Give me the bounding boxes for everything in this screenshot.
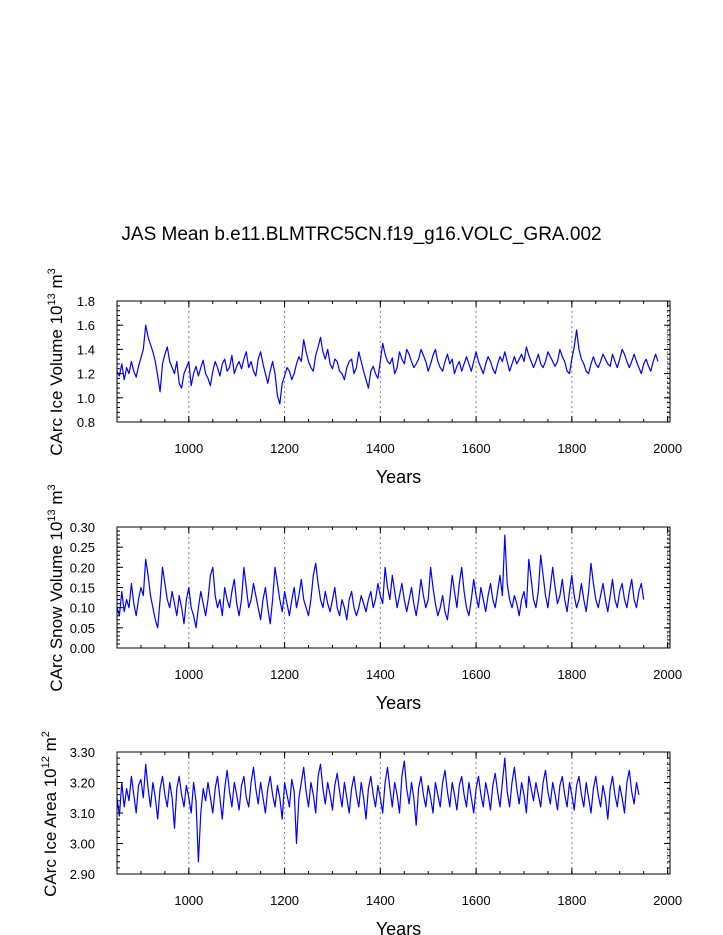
x-tick-label: 1600	[462, 893, 491, 908]
x-tick-label: 1800	[557, 441, 586, 456]
x-tick-label: 1600	[462, 441, 491, 456]
x-tick-label: 1800	[557, 893, 586, 908]
y-axis-title-part: CArc Snow Volume 10	[47, 522, 66, 692]
x-tick-label: 1400	[366, 893, 395, 908]
y-axis-title-part: m	[47, 274, 66, 293]
x-axis-title: Years	[376, 467, 421, 487]
y-axis-title-part: 13	[46, 293, 58, 305]
series-line-3	[116, 757, 640, 863]
x-tick-label: 1400	[366, 667, 395, 682]
x-tick-label: 1200	[270, 893, 299, 908]
y-axis-title-part: m	[47, 490, 66, 509]
y-tick-label: 1.8	[77, 294, 95, 309]
y-tick-label: 0.8	[77, 415, 95, 430]
x-tick-label: 1200	[270, 667, 299, 682]
y-tick-label: 0.10	[70, 601, 95, 616]
plot-frame	[116, 300, 671, 423]
y-tick-label: 0.15	[70, 581, 95, 596]
y-tick-label: 1.4	[77, 342, 95, 357]
y-tick-label: 3.30	[70, 745, 95, 760]
x-tick-label: 1600	[462, 667, 491, 682]
y-tick-label: 2.90	[70, 867, 95, 882]
y-tick-label: 3.20	[70, 776, 95, 791]
series-line-1	[116, 324, 659, 405]
y-tick-label: 1.2	[77, 367, 95, 382]
y-tick-label: 0.05	[70, 621, 95, 636]
x-tick-label: 2000	[653, 893, 682, 908]
y-tick-label: 0.30	[70, 520, 95, 535]
y-axis-title-part: 3	[46, 484, 58, 490]
y-axis-title: CArc Snow Volume 1013 m3	[46, 484, 66, 691]
y-axis-title-part: m	[41, 737, 60, 756]
x-tick-label: 2000	[653, 441, 682, 456]
y-tick-label: 0.20	[70, 560, 95, 575]
y-axis-title: CArc Ice Area 1012 m2	[40, 731, 60, 897]
y-tick-label: 0.00	[70, 641, 95, 656]
series-line-2	[116, 534, 645, 629]
y-axis-title: CArc Ice Volume 1013 m3	[46, 268, 66, 456]
y-axis-title-part: CArc Ice Area 10	[41, 768, 60, 897]
y-axis-title-part: 13	[46, 509, 58, 521]
x-tick-label: 1400	[366, 441, 395, 456]
x-tick-label: 1000	[174, 893, 203, 908]
plot-frame	[116, 751, 671, 875]
y-tick-label: 3.10	[70, 806, 95, 821]
y-tick-label: 1.6	[77, 318, 95, 333]
y-tick-label: 3.00	[70, 837, 95, 852]
x-tick-label: 1800	[557, 667, 586, 682]
x-tick-label: 2000	[653, 667, 682, 682]
y-tick-label: 1.0	[77, 391, 95, 406]
y-tick-label: 0.25	[70, 540, 95, 555]
y-axis-title-part: 3	[46, 268, 58, 274]
x-tick-label: 1000	[174, 441, 203, 456]
x-tick-label: 1200	[270, 441, 299, 456]
x-axis-title: Years	[376, 919, 421, 935]
y-axis-title-part: 12	[40, 756, 52, 768]
x-tick-label: 1000	[174, 667, 203, 682]
y-axis-title-part: 2	[40, 731, 52, 737]
x-axis-title: Years	[376, 693, 421, 713]
y-axis-title-part: CArc Ice Volume 10	[47, 306, 66, 456]
figure-title: JAS Mean b.e11.BLMTRC5CN.f19_g16.VOLC_GR…	[121, 224, 602, 245]
